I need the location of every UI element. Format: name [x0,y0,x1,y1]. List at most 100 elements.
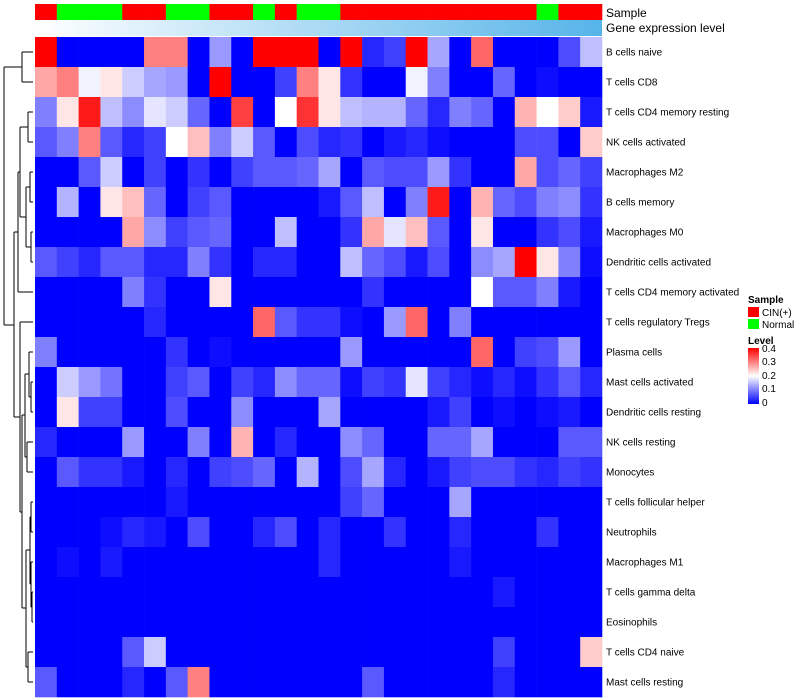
heatmap-cell [78,607,101,638]
heatmap-cell [274,97,297,128]
heatmap-cell [362,187,385,218]
heatmap-cell [580,487,603,518]
heatmap-cell [405,247,428,278]
heatmap-cell [144,607,167,638]
heatmap-cell [427,127,450,158]
heatmap-cell [144,637,167,668]
row-label: Monocytes [606,468,654,479]
heatmap-cell [253,277,276,308]
heatmap-cell [492,307,516,338]
heatmap-cell [427,487,450,518]
row-label: T cells follicular helper [606,498,705,509]
heatmap-cell [122,67,145,98]
level-tick-label: 0.2 [762,371,776,382]
heatmap-cell [471,127,494,158]
heatmap-cell [209,337,232,368]
heatmap-cell [514,37,537,68]
heatmap-cell [187,307,210,338]
heatmap-cell [558,307,581,338]
heatmap-cell [253,667,276,698]
heatmap-cell [231,427,254,458]
heatmap-cell [296,607,319,638]
heatmap-cell [558,277,581,308]
sample-annotation-cell [318,4,341,20]
heatmap-cell [253,427,276,458]
sample-annotation-cell [144,4,167,20]
heatmap-cell [492,517,516,548]
sample-annotation-cell [253,4,276,20]
heatmap-cell [558,517,581,548]
heatmap-cell [56,127,79,158]
heatmap-cell [558,247,581,278]
heatmap-cell [514,157,537,188]
heatmap-cell [558,667,581,698]
heatmap-cell [427,277,450,308]
heatmap-cell [471,427,494,458]
heatmap-cell [471,217,494,248]
heatmap-cell [274,547,297,578]
heatmap-cell [492,277,516,308]
heatmap-cell [296,37,319,68]
heatmap-cell [492,487,516,518]
heatmap-cell [144,67,167,98]
heatmap-cell [253,607,276,638]
heatmap-cell [449,607,472,638]
heatmap-cell [514,487,537,518]
row-label: Eosinophils [606,618,657,629]
heatmap-cell [427,37,450,68]
heatmap-cell [362,517,385,548]
heatmap-cell [187,67,210,98]
heatmap-cell [340,397,363,428]
heatmap-cell [274,37,297,68]
heatmap-cell [362,277,385,308]
heatmap-cell [383,427,407,458]
heatmap-cell [144,547,167,578]
heatmap-cell [231,97,254,128]
heatmap-cell [78,487,101,518]
heatmap-cell [362,547,385,578]
heatmap-cell [253,307,276,338]
heatmap-cell [144,517,167,548]
row-label: Plasma cells [606,348,662,359]
heatmap-cell [274,187,297,218]
heatmap-cell [449,97,472,128]
heatmap-cell [122,517,145,548]
heatmap-cell [78,427,101,458]
heatmap-cell [274,427,297,458]
heatmap-cell [405,97,428,128]
heatmap-cell [427,577,450,608]
heatmap-cell [209,487,232,518]
heatmap-cell [536,67,559,98]
heatmap-cell [383,127,407,158]
heatmap-cell [231,487,254,518]
heatmap-cell [580,427,603,458]
heatmap-cell [405,517,428,548]
heatmap-cell [405,367,428,398]
heatmap-cell [427,67,450,98]
heatmap-cell [122,667,145,698]
heatmap-cell [56,97,79,128]
heatmap-cell [144,277,167,308]
level-tick-label: 0 [762,398,768,409]
heatmap-cell [253,637,276,668]
dendrogram-branch [27,111,33,143]
heatmap-cell [405,397,428,428]
dendrogram-branch [30,381,33,413]
heatmap-cell [144,97,167,128]
heatmap-cell [427,337,450,368]
heatmap-cell [580,97,603,128]
heatmap-cell [558,337,581,368]
heatmap-cell [187,487,210,518]
heatmap-cell [56,607,79,638]
heatmap-cell [144,667,167,698]
heatmap-cell [231,637,254,668]
heatmap-cell [536,97,559,128]
heatmap-cell [35,547,58,578]
heatmap-cell [449,127,472,158]
heatmap-cell [144,247,167,278]
heatmap-cell [427,607,450,638]
heatmap-cell [165,37,188,68]
heatmap-cell [78,127,101,158]
row-label: T cells CD4 memory resting [606,108,729,119]
heatmap-cell [536,247,559,278]
